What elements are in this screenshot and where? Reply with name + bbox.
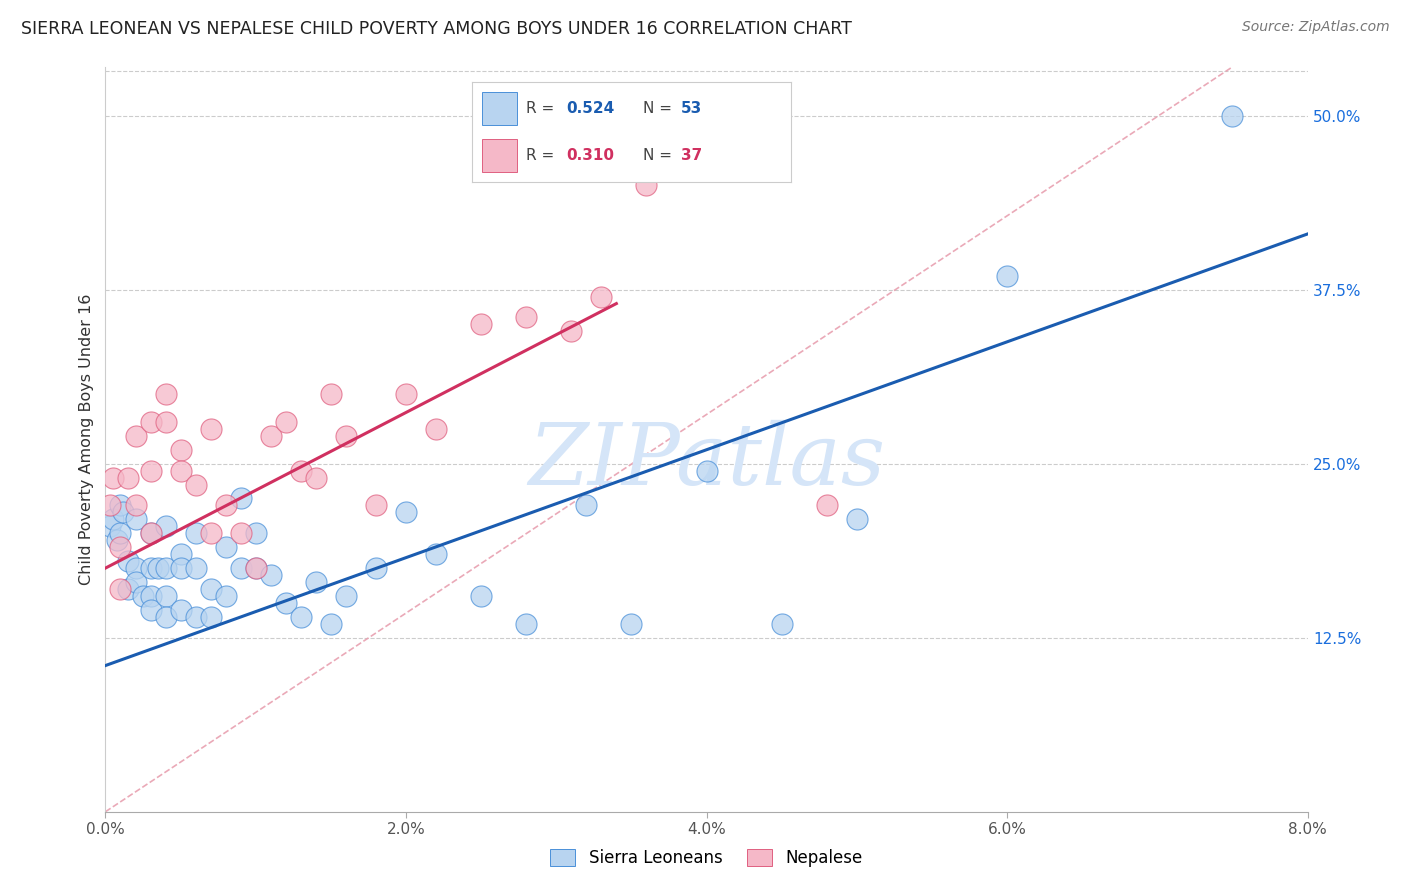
- Point: [335, 429, 357, 443]
- Point: [395, 505, 418, 519]
- Point: [139, 561, 162, 575]
- Point: [184, 477, 207, 491]
- Point: [124, 561, 146, 575]
- Point: [184, 561, 207, 575]
- Point: [229, 526, 252, 541]
- Point: [139, 589, 162, 603]
- Point: [319, 387, 342, 401]
- Point: [169, 603, 191, 617]
- Point: [470, 318, 492, 332]
- Point: [155, 519, 177, 533]
- Point: [515, 616, 537, 631]
- Point: [200, 582, 222, 596]
- Point: [155, 561, 177, 575]
- Point: [515, 310, 537, 325]
- Point: [1222, 109, 1244, 123]
- Point: [200, 422, 222, 436]
- Point: [169, 561, 191, 575]
- Point: [815, 499, 838, 513]
- Point: [110, 499, 132, 513]
- Point: [169, 547, 191, 561]
- Point: [290, 464, 312, 478]
- Point: [260, 568, 283, 582]
- Point: [591, 290, 613, 304]
- Point: [995, 268, 1018, 283]
- Point: [184, 526, 207, 541]
- Point: [305, 574, 328, 589]
- Point: [98, 499, 121, 513]
- Point: [117, 582, 139, 596]
- Point: [681, 144, 703, 158]
- Point: [470, 589, 492, 603]
- Point: [155, 609, 177, 624]
- Point: [229, 561, 252, 575]
- Point: [155, 589, 177, 603]
- Point: [155, 415, 177, 429]
- Point: [184, 609, 207, 624]
- Point: [146, 561, 169, 575]
- Legend: Sierra Leoneans, Nepalese: Sierra Leoneans, Nepalese: [544, 843, 869, 874]
- Point: [112, 505, 135, 519]
- Point: [124, 574, 146, 589]
- Point: [395, 387, 418, 401]
- Point: [319, 616, 342, 631]
- Point: [139, 603, 162, 617]
- Point: [425, 422, 447, 436]
- Point: [214, 589, 236, 603]
- Point: [274, 596, 297, 610]
- Point: [110, 526, 132, 541]
- Text: SIERRA LEONEAN VS NEPALESE CHILD POVERTY AMONG BOYS UNDER 16 CORRELATION CHART: SIERRA LEONEAN VS NEPALESE CHILD POVERTY…: [21, 20, 852, 37]
- Point: [770, 616, 793, 631]
- Point: [139, 526, 162, 541]
- Point: [139, 464, 162, 478]
- Point: [364, 561, 387, 575]
- Point: [169, 442, 191, 457]
- Point: [274, 415, 297, 429]
- Point: [620, 616, 643, 631]
- Point: [364, 499, 387, 513]
- Point: [290, 609, 312, 624]
- Point: [110, 540, 132, 554]
- Point: [200, 526, 222, 541]
- Point: [305, 470, 328, 484]
- Point: [101, 512, 124, 526]
- Point: [560, 325, 582, 339]
- Text: ZIPatlas: ZIPatlas: [527, 420, 886, 503]
- Point: [117, 554, 139, 568]
- Point: [755, 150, 778, 164]
- Y-axis label: Child Poverty Among Boys Under 16: Child Poverty Among Boys Under 16: [79, 293, 94, 585]
- Point: [124, 499, 146, 513]
- Point: [200, 609, 222, 624]
- Point: [155, 387, 177, 401]
- Point: [139, 526, 162, 541]
- Point: [124, 429, 146, 443]
- Point: [229, 491, 252, 506]
- Point: [575, 499, 598, 513]
- Point: [260, 429, 283, 443]
- Point: [696, 464, 718, 478]
- Point: [214, 540, 236, 554]
- Point: [425, 547, 447, 561]
- Point: [107, 533, 129, 548]
- Point: [117, 470, 139, 484]
- Point: [335, 589, 357, 603]
- Point: [110, 582, 132, 596]
- Point: [245, 526, 267, 541]
- Point: [124, 512, 146, 526]
- Point: [98, 519, 121, 533]
- Point: [101, 470, 124, 484]
- Point: [636, 178, 658, 193]
- Point: [169, 464, 191, 478]
- Text: Source: ZipAtlas.com: Source: ZipAtlas.com: [1241, 20, 1389, 34]
- Point: [214, 499, 236, 513]
- Point: [132, 589, 155, 603]
- Point: [845, 512, 868, 526]
- Point: [245, 561, 267, 575]
- Point: [139, 415, 162, 429]
- Point: [245, 561, 267, 575]
